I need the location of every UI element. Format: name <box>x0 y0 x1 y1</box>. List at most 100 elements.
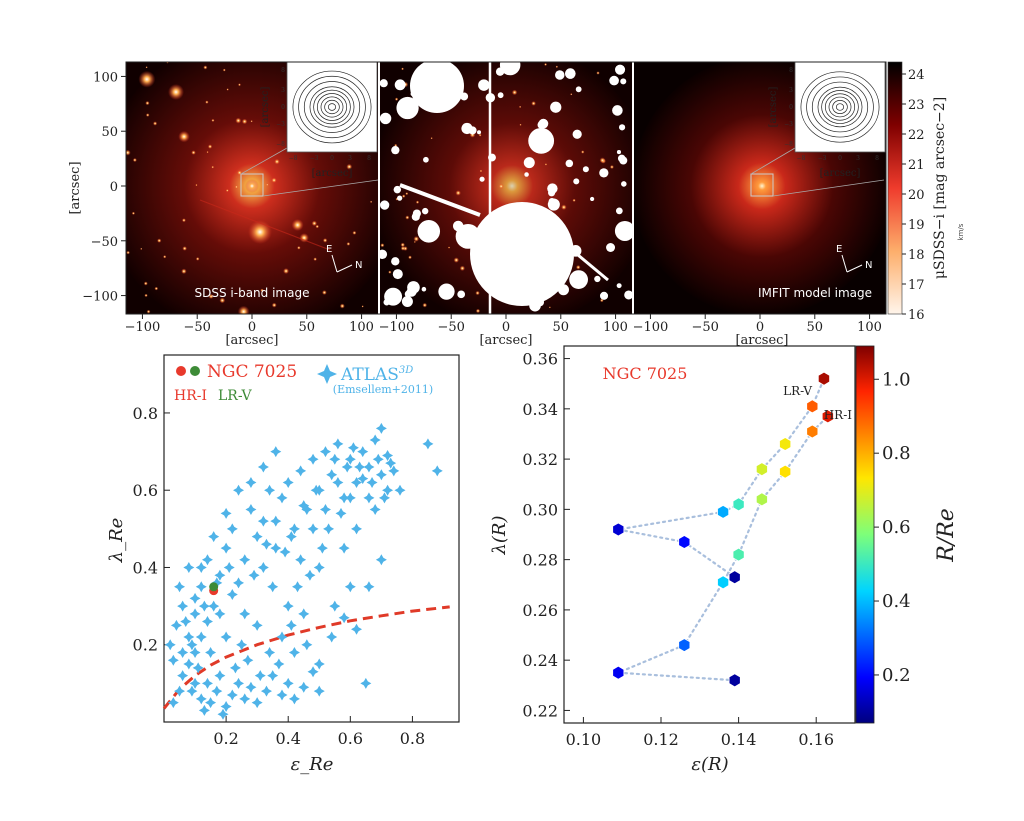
star-source <box>545 163 547 165</box>
star-source <box>454 257 459 262</box>
y-tick-label: 0.36 <box>522 350 558 369</box>
mask-region <box>500 55 521 76</box>
star-source <box>480 170 483 173</box>
inset-a-ytick: −8 <box>276 141 285 148</box>
x-tick-label: 0.8 <box>400 729 425 748</box>
inset-a-xtick: −3 <box>310 155 319 162</box>
star-source <box>195 184 197 186</box>
x-tick-label: −100 <box>633 320 669 335</box>
radial-bin-point <box>780 465 791 478</box>
star-source <box>182 218 186 222</box>
mask-region <box>599 168 608 177</box>
radial-bin-point <box>729 571 740 584</box>
star-source <box>448 246 450 248</box>
star-source <box>196 257 200 261</box>
star-source <box>414 241 416 243</box>
star-source <box>413 236 419 242</box>
star-source <box>250 120 252 122</box>
star-source <box>211 119 214 122</box>
star-source <box>153 121 157 125</box>
star-source <box>556 66 558 68</box>
star-source <box>132 212 135 215</box>
inset-c-ytick: 8 <box>789 67 793 74</box>
star-source <box>570 93 572 95</box>
inset-c-ylabel: [arcsec] <box>768 87 779 128</box>
star-source <box>572 199 575 202</box>
star-source <box>313 257 317 261</box>
right-xlabel: ε(R) <box>691 754 728 775</box>
colorbar-tick-label: 0.8 <box>882 443 911 464</box>
y-tick-label: 0.28 <box>522 551 558 570</box>
mask-region <box>380 200 389 209</box>
star-source <box>211 166 214 169</box>
star-source <box>600 157 606 163</box>
legend-lr-marker <box>190 366 200 376</box>
star-source <box>223 69 226 72</box>
inset-c-xtick: −3 <box>818 155 827 162</box>
x-tick-label: 0.14 <box>721 730 757 749</box>
star-source <box>133 158 137 162</box>
star-source <box>581 150 584 153</box>
star-source <box>226 88 228 90</box>
radius-colorbar-label: R/Re <box>934 508 959 563</box>
colorbar-label: μSDSS−i [mag arcsec−2] <box>932 97 948 279</box>
x-tick-label: 100 <box>603 320 628 335</box>
inset-a-xtick: −8 <box>289 155 298 162</box>
star-source <box>145 101 149 105</box>
y-tick-label: 0.4 <box>133 558 158 577</box>
star-source <box>154 287 158 291</box>
colorbar-tick-label: 17 <box>908 278 925 293</box>
mask-region <box>479 177 484 182</box>
mask-region <box>423 157 429 163</box>
star-source <box>455 190 461 196</box>
star-source <box>138 71 155 88</box>
radial-bin-point <box>780 438 791 451</box>
star-source <box>431 137 433 139</box>
star-source <box>340 303 345 308</box>
colorbar-tick-label: 22 <box>908 128 925 143</box>
legend-lr: LR-V <box>218 388 253 404</box>
figure: SDSS i-band image E N −8 −3 0 3 8 8 3 0 … <box>0 0 1024 821</box>
sdss-ylabel: [arcsec] <box>68 161 83 214</box>
annotation-lr-v: LR-V <box>783 384 812 398</box>
legend-object: NGC 7025 <box>207 362 297 382</box>
mask-region <box>468 126 476 134</box>
star-source <box>157 238 161 242</box>
star-source <box>405 192 408 195</box>
star-source <box>168 84 184 100</box>
mask-xlabel: [arcsec] <box>479 333 532 348</box>
mask-region <box>615 65 625 75</box>
inset-c-xtick: 3 <box>856 155 860 162</box>
star-source <box>323 238 327 242</box>
mask-region <box>609 76 619 86</box>
compass-north: N <box>865 260 872 271</box>
sdss-xlabel: [arcsec] <box>225 333 278 348</box>
colorbar-tick-label: 0.6 <box>882 517 911 538</box>
inset-a-ytick: −3 <box>276 121 285 128</box>
inset-a-xtick: 8 <box>367 155 371 162</box>
inset-a-ylabel: [arcsec] <box>260 87 271 128</box>
star-source <box>146 113 150 117</box>
mask-region <box>549 198 556 205</box>
inset-a-ytick: 8 <box>281 67 285 74</box>
mask-region <box>412 213 420 221</box>
mask-region <box>438 283 454 299</box>
star-source <box>297 246 301 250</box>
x-tick-label: 50 <box>553 320 570 335</box>
star-source <box>274 159 280 165</box>
star-source <box>163 255 166 258</box>
star-source <box>401 243 405 247</box>
star-source <box>292 219 304 231</box>
star-source <box>235 118 241 124</box>
radial-bin-point <box>756 493 767 506</box>
star-source <box>519 124 521 126</box>
mask-region <box>617 150 621 154</box>
star-source <box>182 246 187 251</box>
mask-region <box>606 243 615 252</box>
colorbar-tick-label: 16 <box>908 308 925 323</box>
right-title: NGC 7025 <box>603 364 688 383</box>
legend-hr-marker <box>176 366 186 376</box>
star-source <box>388 271 391 274</box>
inset-c-xtick: 8 <box>875 155 879 162</box>
compass-east: E <box>836 244 842 255</box>
